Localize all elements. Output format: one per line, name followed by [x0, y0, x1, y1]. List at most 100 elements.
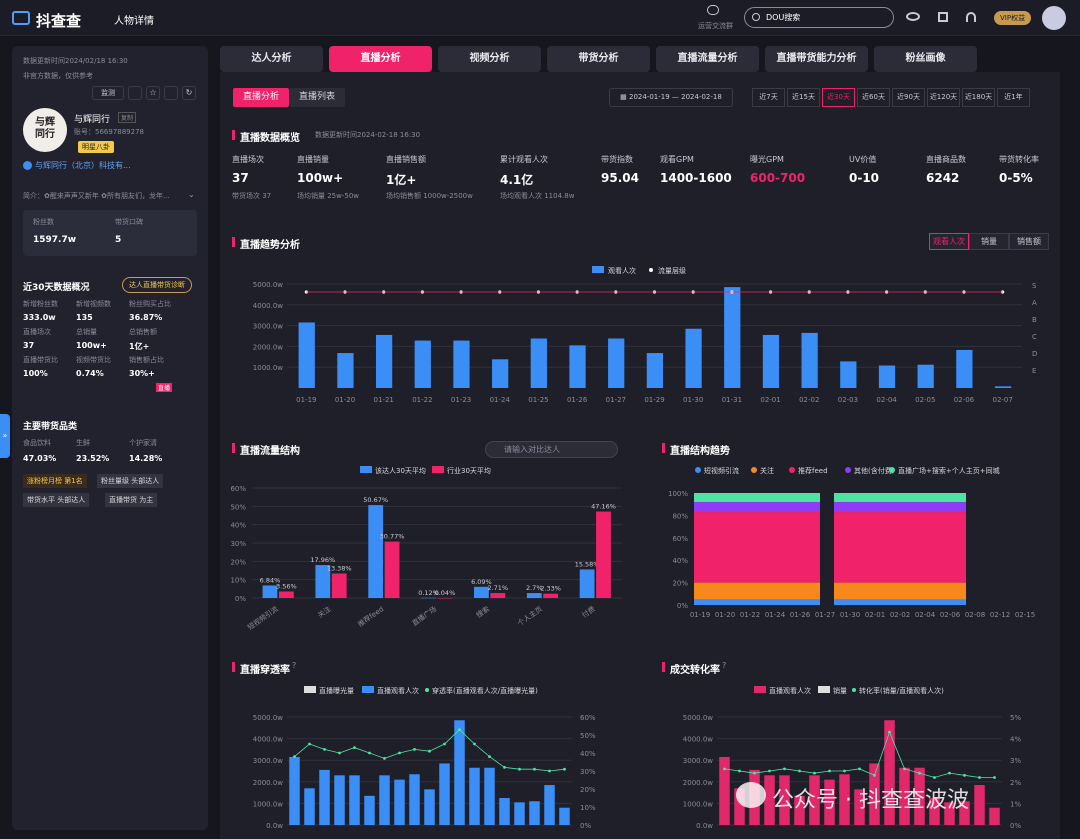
- y2-tick: D: [1032, 350, 1037, 358]
- legend-swatch: [425, 688, 429, 692]
- live-group-link[interactable]: 运营交流群: [698, 22, 733, 30]
- sidebar-toggle[interactable]: »: [0, 414, 10, 458]
- trend-toggle-button[interactable]: 销售额: [1009, 233, 1049, 250]
- metric-label: 直播场次: [232, 155, 264, 164]
- tab-live-analysis[interactable]: 直播分析: [329, 46, 432, 72]
- combo-bar: [914, 767, 925, 825]
- flow-bar-label: 0.12%: [418, 589, 439, 597]
- penetration-chart: 0.0w 1000.0w 2000.0w 3000.0w 4000.0w 5000.0w 0…: [253, 686, 596, 830]
- group-icon[interactable]: [707, 5, 719, 15]
- subtab-live-analysis[interactable]: 直播分析: [233, 88, 289, 107]
- y-tick: 3000.0w: [253, 323, 283, 331]
- headset-icon[interactable]: [966, 12, 976, 22]
- chevron-down-icon[interactable]: ⌄: [188, 190, 195, 199]
- star-icon[interactable]: ☆: [146, 86, 160, 100]
- search-input[interactable]: DOU搜索: [744, 7, 894, 28]
- legend-label: 关注: [760, 466, 774, 475]
- x-tick: 01-30: [683, 396, 703, 404]
- flow-bar-label: 6.09%: [471, 578, 492, 586]
- stat-value: 30%+: [129, 369, 155, 378]
- profile-name: 与辉同行: [74, 115, 111, 125]
- vip-badge[interactable]: VIP权益: [994, 11, 1032, 25]
- y-tick: 2000.0w: [253, 779, 283, 787]
- y-tick: 50%: [230, 503, 246, 511]
- monitor-dropdown[interactable]: 监测: [92, 86, 124, 100]
- range-button[interactable]: 近90天: [892, 88, 925, 107]
- penetration-title: 直播穿透率: [232, 661, 290, 676]
- legend-label: 行业30天平均: [447, 466, 491, 475]
- flow-bar-label: 3.56%: [276, 582, 297, 590]
- legend-label: 穿透率(直播观看人次/直播曝光量): [432, 686, 538, 695]
- subtab-live-list[interactable]: 直播列表: [289, 88, 345, 107]
- combo-bar: [899, 767, 910, 825]
- trend-bar: [762, 334, 780, 388]
- grid-icon[interactable]: [164, 86, 178, 100]
- y-tick: 5000.0w: [253, 281, 283, 289]
- tab-fan-profile[interactable]: 粉丝画像: [874, 46, 977, 72]
- diagnose-badge[interactable]: 达人直播带货诊断: [122, 277, 192, 293]
- metric-label: 观看GPM: [660, 155, 694, 164]
- legend-label: 直播广场+搜索+个人主页+同城: [898, 466, 1000, 475]
- legend-swatch: [751, 467, 757, 473]
- y-tick: 20%: [672, 580, 688, 588]
- trend-bar: [414, 340, 431, 388]
- logo[interactable]: 抖查查: [36, 12, 82, 30]
- date-range-picker[interactable]: ▦ 2024-01-19 — 2024-02-18: [609, 88, 733, 107]
- legend-swatch: [852, 688, 856, 692]
- eye-icon[interactable]: [906, 12, 920, 21]
- metric-value: 600-700: [750, 171, 806, 185]
- y-tick: 2000.0w: [683, 779, 713, 787]
- range-button[interactable]: 近30天: [822, 88, 855, 107]
- tab-video-analysis[interactable]: 视频分析: [438, 46, 541, 72]
- range-button[interactable]: 近1年: [997, 88, 1030, 107]
- tab-live-sales-ability[interactable]: 直播带货能力分析: [765, 46, 868, 72]
- tab-sales-analysis[interactable]: 带货分析: [547, 46, 650, 72]
- area-band: [694, 501, 820, 513]
- verify-company[interactable]: 与辉同行（北京）科技有...: [35, 161, 131, 170]
- wechat-icon: [736, 782, 766, 808]
- trend-bar: [724, 287, 741, 388]
- avatar[interactable]: [1042, 6, 1066, 30]
- flow-bar-label: 0.04%: [435, 589, 456, 597]
- range-button[interactable]: 近60天: [857, 88, 890, 107]
- metric-value: 100w+: [297, 171, 344, 185]
- flow-bar-label: 2.7%: [526, 584, 543, 592]
- link-icon[interactable]: [128, 86, 142, 100]
- y2-tick: 0%: [1010, 822, 1021, 830]
- trend-bar: [608, 338, 625, 388]
- flow-bar: [278, 591, 294, 598]
- verify-icon: [23, 161, 32, 170]
- compare-search-input[interactable]: 请输入对比达人: [485, 441, 618, 458]
- flow-bar: [368, 505, 384, 598]
- x-tick: 01-20: [335, 396, 355, 404]
- range-button[interactable]: 近120天: [927, 88, 960, 107]
- y-tick: 30%: [230, 540, 246, 548]
- category-label: 个护家清: [129, 439, 157, 447]
- stat-label: 总销量: [76, 328, 97, 336]
- trend-bar: [878, 365, 896, 388]
- stat-value: 36.87%: [129, 313, 163, 322]
- trend-toggle-button[interactable]: 观看人次: [929, 233, 969, 250]
- range-button[interactable]: 近7天: [752, 88, 785, 107]
- y2-tick: 20%: [580, 786, 596, 794]
- conversion-help-icon[interactable]: ?: [722, 661, 727, 670]
- y-tick: 40%: [672, 557, 688, 565]
- range-button[interactable]: 近15天: [787, 88, 820, 107]
- category-badge: 明星八卦: [78, 141, 114, 153]
- copy-button[interactable]: 复制: [118, 112, 137, 123]
- combo-bar: [304, 788, 315, 825]
- combo-bar: [559, 807, 570, 825]
- sidebar-tag: 粉丝量级 头部达人: [97, 474, 164, 488]
- combo-bar: [779, 775, 790, 825]
- range-button[interactable]: 近180天: [962, 88, 995, 107]
- trend-toggle-button[interactable]: 销量: [969, 233, 1009, 250]
- refresh-icon[interactable]: ↻: [182, 86, 196, 100]
- print-icon[interactable]: [938, 12, 948, 22]
- date-end: 2024-02-18: [681, 93, 722, 101]
- sidebar: 数据更新时间2024/02/18 16:30 非官方数据，仅供参考 监测 ☆ ↻…: [12, 46, 208, 830]
- tab-creator-analysis[interactable]: 达人分析: [220, 46, 323, 72]
- y-tick: 80%: [672, 512, 688, 520]
- tab-live-traffic[interactable]: 直播流量分析: [656, 46, 759, 72]
- penetration-help-icon[interactable]: ?: [292, 661, 297, 670]
- combo-bar: [824, 779, 835, 825]
